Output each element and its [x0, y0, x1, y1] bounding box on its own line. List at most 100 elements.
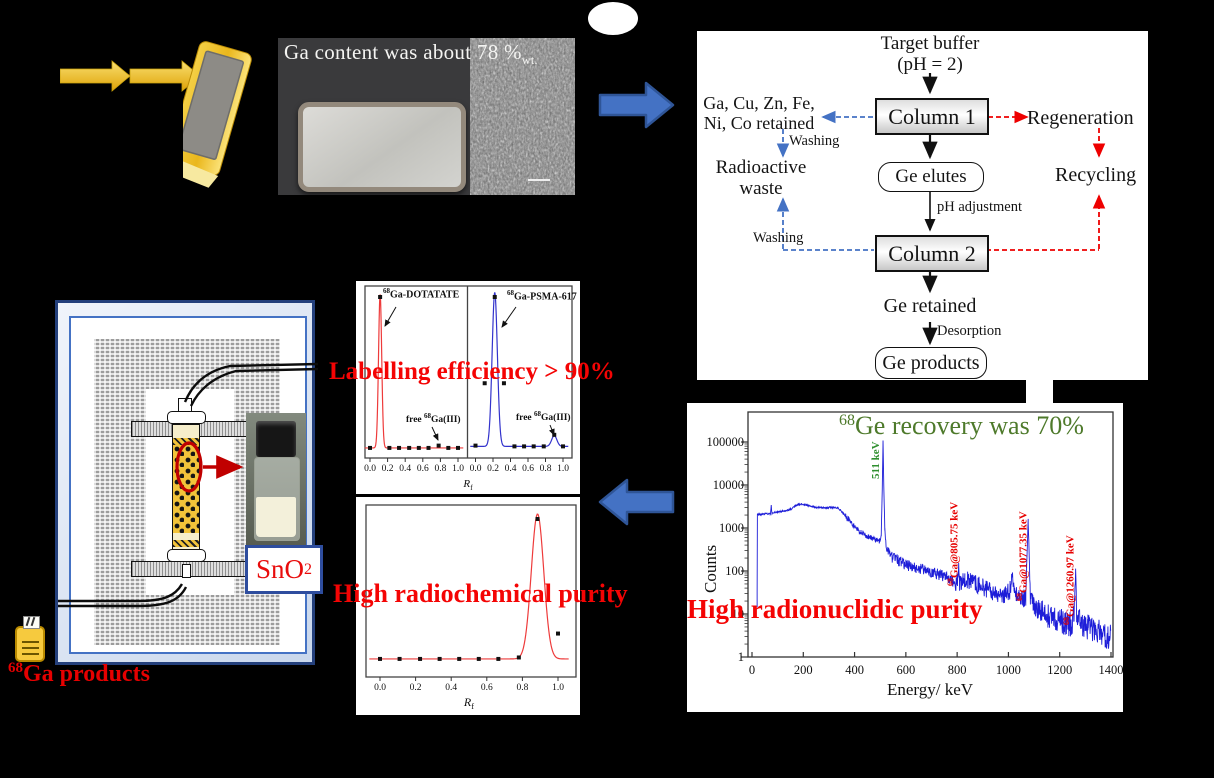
peak-annotation: 68Ga@1077.35 keV: [1015, 511, 1030, 602]
svg-text:Rf: Rf: [462, 478, 473, 492]
flow-target-buffer: Target buffer (pH = 2): [850, 33, 1010, 76]
svg-text:10000: 10000: [713, 478, 744, 492]
flow-ge-elutes-box: Ge elutes: [878, 162, 984, 192]
svg-text:100: 100: [725, 564, 744, 578]
svg-text:600: 600: [896, 663, 915, 677]
panel-connector-notch: [1026, 378, 1053, 406]
photo-caption-text: Ga content was about 78 %: [284, 40, 522, 64]
generator-tubing: [58, 362, 318, 608]
white-ellipse: [588, 2, 638, 35]
ge-recovery-title-text: Ge recovery was 70%: [855, 411, 1084, 440]
ge-recovery-title-sup: 68: [839, 412, 855, 429]
svg-text:0.2: 0.2: [382, 464, 394, 474]
vial-icon-line: [22, 641, 39, 643]
svg-text:0.4: 0.4: [505, 464, 517, 474]
svg-text:0.6: 0.6: [417, 464, 429, 474]
flow-desorption: Desorption: [937, 323, 1002, 339]
flow-washing-2: Washing: [753, 230, 804, 246]
flow-waste-line1: Radioactive: [715, 157, 807, 178]
tube-outlet-top-1: [183, 362, 318, 403]
svg-text:1000: 1000: [719, 521, 744, 535]
target-plate-face: [183, 50, 244, 160]
annotation-free-ga-right: free 68Ga(III): [516, 410, 571, 423]
vial-powder: [256, 497, 296, 537]
flow-retained-line2: Ni, Co retained: [703, 113, 815, 134]
tlc-chart-product: 0.0 0.2 0.4 0.6 0.8 1.0 Rf: [356, 497, 580, 715]
flow-regeneration: Regeneration: [1027, 107, 1134, 129]
free-ga-pre: free: [516, 413, 535, 424]
gamma-spectrum-plot: 1 10 100 1000 10000 100000 0 200 400 600 800 1000 12…: [707, 411, 1124, 699]
peak-annotation: 68Ga@1260.97 keV: [1062, 535, 1077, 626]
alloy-slab-photo: [298, 102, 466, 192]
free-ga-sup: 68: [424, 412, 432, 420]
flowchart-connectors: [776, 73, 1106, 346]
flow-waste-line2: waste: [739, 178, 783, 200]
flow-column2-label: Column 2: [888, 240, 976, 266]
annotation-psma: 68Ga-PSMA-617: [507, 289, 577, 302]
tlc-chart-tracers-plot: 0.0 0.2 0.4 0.6 0.8 1.0 0.0 0.2 0.4 0.6 0.8 1.0 Rf: [364, 285, 573, 492]
sno2-label-text: SnO: [255, 554, 304, 584]
svg-text:0.8: 0.8: [540, 464, 552, 474]
svg-text:10: 10: [732, 607, 745, 621]
column-frit-top: [173, 438, 199, 445]
column-flange-bottom: [167, 549, 206, 562]
target-plate: [183, 41, 252, 188]
flow-column1-box: Column 1: [875, 98, 989, 135]
generator-diagram: SnO 2: [55, 300, 323, 665]
svg-text:1200: 1200: [1047, 663, 1072, 677]
free-ga-text: Ga(III): [541, 413, 571, 424]
tube-outlet-bottom-1: [58, 586, 188, 608]
ga68-product-vial-icon: [15, 616, 47, 662]
svg-text:400: 400: [845, 663, 864, 677]
annotation-dotatate-sup: 68: [383, 287, 390, 295]
annotation-psma-sup: 68: [507, 289, 514, 297]
radiochemical-purity-overlay: High radiochemical purity: [333, 579, 628, 608]
vial-icon-line: [22, 653, 39, 655]
flow-column2-box: Column 2: [875, 235, 989, 272]
flow-washing-1: Washing: [789, 133, 840, 149]
flow-retained-metals: Ga, Cu, Zn, Fe, Ni, Co retained: [697, 93, 821, 133]
annotation-dotatate: 68Ga-DOTATATE: [383, 287, 459, 300]
vial-icon-line: [22, 647, 39, 649]
free-ga-sup: 68: [534, 410, 542, 418]
svg-text:Energy/ keV: Energy/ keV: [887, 680, 974, 699]
svg-text:0.4: 0.4: [399, 464, 411, 474]
svg-text:1.0: 1.0: [552, 683, 564, 693]
y-axis-label-counts: Counts: [701, 544, 720, 593]
flow-target-buffer-line1: Target buffer: [880, 33, 980, 54]
svg-text:1.0: 1.0: [452, 464, 464, 474]
sem-micrograph: [470, 38, 575, 195]
svg-text:800: 800: [948, 663, 967, 677]
proton-beam-arrows: [60, 60, 201, 92]
svg-text:0: 0: [749, 663, 755, 677]
separation-flowchart: Target buffer (pH = 2) Column 1 Ga, Cu, …: [697, 31, 1148, 380]
flow-ph-adjustment: pH adjustment: [937, 199, 1022, 215]
svg-text:0.0: 0.0: [374, 683, 386, 693]
svg-text:0.6: 0.6: [481, 683, 493, 693]
tube-outlet-top-2: [189, 367, 318, 407]
ga68-products-text: Ga products: [23, 661, 150, 687]
svg-text:0.8: 0.8: [516, 683, 528, 693]
sorbent-highlight-ellipse: [175, 441, 203, 493]
svg-text:100000: 100000: [707, 435, 745, 449]
tlc-chart-product-plot: 0.0 0.2 0.4 0.6 0.8 1.0 Rf: [365, 504, 577, 711]
annotation-free-ga-left: free 68Ga(III): [406, 412, 461, 425]
svg-text:0.8: 0.8: [434, 464, 446, 474]
flow-ge-retained: Ge retained: [883, 295, 977, 317]
free-ga-pre: free: [406, 415, 425, 426]
vial-cap: [256, 421, 296, 457]
svg-text:200: 200: [794, 663, 813, 677]
svg-text:0.2: 0.2: [410, 683, 422, 693]
labelling-efficiency-overlay: Labelling efficiency > 90%: [329, 358, 615, 385]
svg-text:1000: 1000: [996, 663, 1021, 677]
annotation-psma-text: Ga-PSMA-617: [514, 291, 577, 303]
column-outlet-stem: [182, 564, 191, 578]
tlc-chart-tracers: 0.0 0.2 0.4 0.6 0.8 1.0 0.0 0.2 0.4 0.6 0.8 1.0 Rf 6…: [356, 281, 580, 494]
arrow-photo-to-flowchart: [598, 81, 675, 129]
photo-caption: Ga content was about 78 %wt.: [284, 40, 538, 68]
ga68-products-label: 68Ga products: [8, 660, 150, 688]
tube-outlet-bottom-2: [58, 583, 184, 603]
svg-text:0.2: 0.2: [487, 464, 499, 474]
flow-column1-label: Column 1: [888, 103, 976, 129]
